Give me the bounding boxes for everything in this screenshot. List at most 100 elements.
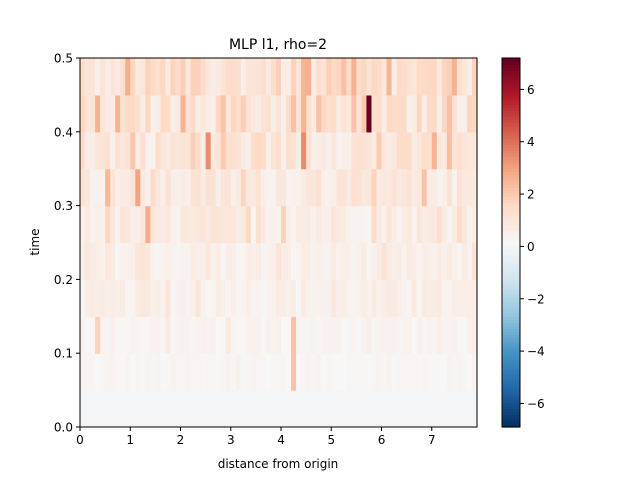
heatmap-cell — [115, 94, 121, 133]
heatmap-cell — [110, 353, 116, 391]
heatmap-cell — [170, 94, 177, 133]
y-tick-label: 0.2 — [54, 273, 73, 287]
heatmap-cell — [351, 390, 357, 428]
heatmap-cell — [120, 353, 126, 391]
heatmap-cell — [150, 316, 156, 354]
heatmap-cell — [240, 131, 247, 170]
heatmap-cell — [190, 131, 197, 170]
heatmap-cell — [366, 353, 373, 391]
heatmap-cell — [215, 205, 222, 244]
heatmap-cell — [135, 168, 141, 207]
heatmap-cell — [386, 242, 393, 280]
heatmap-cell — [190, 353, 197, 391]
heatmap-cell — [175, 168, 182, 207]
heatmap-cell — [205, 390, 212, 428]
colorbar-segment — [502, 316, 520, 320]
heatmap-cell — [366, 390, 373, 428]
colorbar-segment — [502, 337, 520, 342]
heatmap-cell — [451, 205, 458, 244]
heatmap-cell — [341, 168, 347, 207]
heatmap-cell — [275, 390, 282, 428]
heatmap-cell — [220, 205, 227, 244]
heatmap-cell — [311, 353, 317, 391]
heatmap-cell — [376, 168, 383, 207]
heatmap-cell — [160, 353, 167, 391]
heatmap-cell — [466, 316, 473, 354]
heatmap-cell — [356, 58, 363, 96]
colorbar-segment — [502, 104, 520, 108]
heatmap-cell — [85, 316, 91, 354]
heatmap-cell — [351, 131, 357, 170]
heatmap-cell — [245, 242, 252, 280]
colorbar-segment — [502, 380, 520, 385]
heatmap-cell — [185, 353, 192, 391]
heatmap-cell — [411, 131, 418, 170]
heatmap-cell — [80, 168, 86, 207]
heatmap-cell — [466, 353, 473, 391]
heatmap-cell — [95, 168, 101, 207]
heatmap-cell — [406, 353, 413, 391]
heatmap-cell — [281, 168, 287, 207]
heatmap-cell — [130, 131, 136, 170]
heatmap-cell — [316, 242, 322, 280]
heatmap-cell — [421, 390, 428, 428]
heatmap-cell — [260, 58, 267, 96]
heatmap-cell — [140, 58, 146, 96]
heatmap-cell — [140, 316, 146, 354]
heatmap-cell — [301, 94, 307, 133]
heatmap-cell — [240, 316, 247, 354]
heatmap-cell — [471, 279, 478, 317]
heatmap-cell — [301, 390, 307, 428]
heatmap-cell — [255, 94, 262, 133]
colorbar-segment — [502, 353, 520, 357]
colorbar-segment — [502, 362, 520, 367]
heatmap-cell — [100, 316, 106, 354]
heatmap-cell — [260, 316, 267, 354]
heatmap-cell — [331, 94, 337, 133]
heatmap-cell — [225, 168, 232, 207]
colorbar-segment — [502, 82, 520, 87]
heatmap-cell — [250, 131, 257, 170]
heatmap-cell — [210, 168, 217, 207]
heatmap-cell — [120, 58, 126, 96]
colorbar-segment — [502, 85, 520, 90]
heatmap-cell — [175, 279, 182, 317]
heatmap-cell — [130, 58, 136, 96]
heatmap-cell — [391, 279, 398, 317]
heatmap-cell — [441, 279, 448, 317]
heatmap-cell — [306, 390, 312, 428]
heatmap-cell — [105, 131, 111, 170]
heatmap-cell — [341, 205, 347, 244]
colorbar-segment — [502, 217, 520, 222]
heatmap-cell — [341, 58, 347, 96]
heatmap-cell — [265, 168, 272, 207]
heatmap-cell — [240, 390, 247, 428]
colorbar-segment — [502, 304, 520, 308]
heatmap-cell — [396, 58, 403, 96]
heatmap-cell — [421, 353, 428, 391]
heatmap-cell — [165, 353, 172, 391]
heatmap-cell — [426, 353, 433, 391]
colorbar-segment — [502, 110, 520, 114]
heatmap-cell — [386, 205, 393, 244]
colorbar-segment — [502, 119, 520, 124]
heatmap-cell — [421, 279, 428, 317]
heatmap-cell — [120, 316, 126, 354]
heatmap-cell — [200, 390, 207, 428]
heatmap-cell — [145, 168, 151, 207]
heatmap-cell — [331, 205, 337, 244]
heatmap-cell — [351, 94, 357, 133]
heatmap-cell — [225, 390, 232, 428]
heatmap-cell — [411, 94, 418, 133]
colorbar-segment — [502, 116, 520, 121]
heatmap-cell — [371, 205, 378, 244]
heatmap-cell — [105, 205, 111, 244]
heatmap-cell — [431, 58, 438, 96]
heatmap-cell — [306, 58, 312, 96]
heatmap-cell — [296, 168, 302, 207]
heatmap-cell — [446, 131, 453, 170]
heatmap-cell — [436, 131, 443, 170]
colorbar-segment — [502, 91, 520, 96]
heatmap-cell — [210, 353, 217, 391]
heatmap-cell — [456, 353, 463, 391]
